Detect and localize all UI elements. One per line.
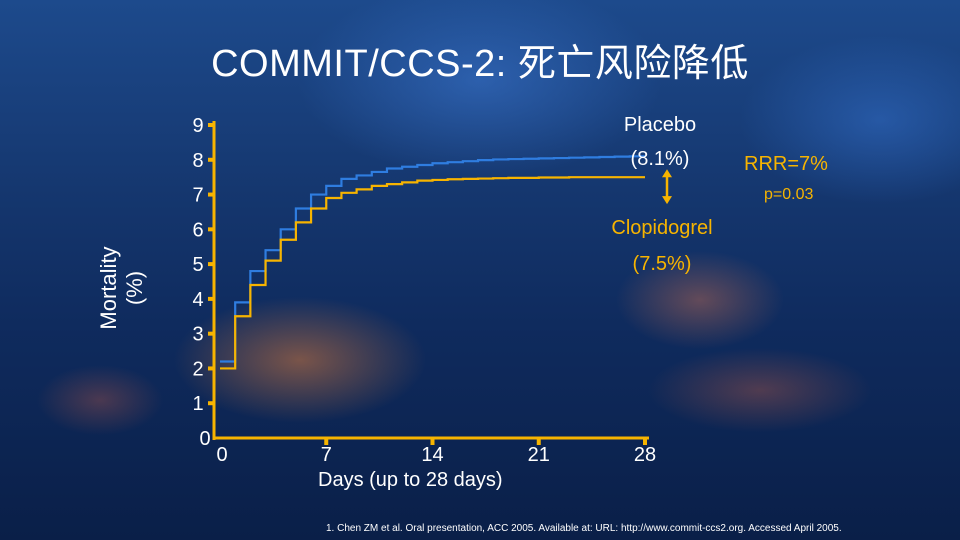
x-tick-label: 0 <box>216 444 227 466</box>
clopidogrel-series-label: Clopidogrel <box>611 217 713 239</box>
y-tick-label: 0 <box>199 428 210 450</box>
x-tick-label: 14 <box>421 444 443 466</box>
clopidogrel-step-line <box>220 176 645 370</box>
y-tick-label: 6 <box>192 219 203 241</box>
x-tick-label: 21 <box>528 444 550 466</box>
y-tick-label: 7 <box>192 185 203 207</box>
y-tick-label: 1 <box>192 393 203 415</box>
y-tick-label: 8 <box>192 150 203 172</box>
placebo-mortality-value: (8.1%) <box>630 148 690 170</box>
y-tick-label: 5 <box>192 254 203 276</box>
x-tick-label: 7 <box>321 444 332 466</box>
arrow-down-icon <box>662 196 672 205</box>
rrr-annotation: RRR=7% <box>744 153 828 175</box>
x-axis-label: Days (up to 28 days) <box>318 469 503 491</box>
p-value-annotation: p=0.03 <box>764 186 814 203</box>
reference-footnote: 1. Chen ZM et al. Oral presentation, ACC… <box>326 523 842 534</box>
clopidogrel-mortality-value: (7.5%) <box>632 253 692 275</box>
placebo-step-line <box>220 155 645 363</box>
arrow-up-icon <box>662 169 672 178</box>
y-tick-label: 4 <box>192 289 203 311</box>
y-tick-label: 3 <box>192 324 203 346</box>
y-tick-label: 2 <box>192 358 203 380</box>
x-tick-label: 28 <box>634 444 656 466</box>
slide-title: COMMIT/CCS-2: 死亡风险降低 <box>211 43 749 85</box>
placebo-series-label: Placebo <box>623 114 697 136</box>
y-tick-label: 9 <box>192 115 203 137</box>
